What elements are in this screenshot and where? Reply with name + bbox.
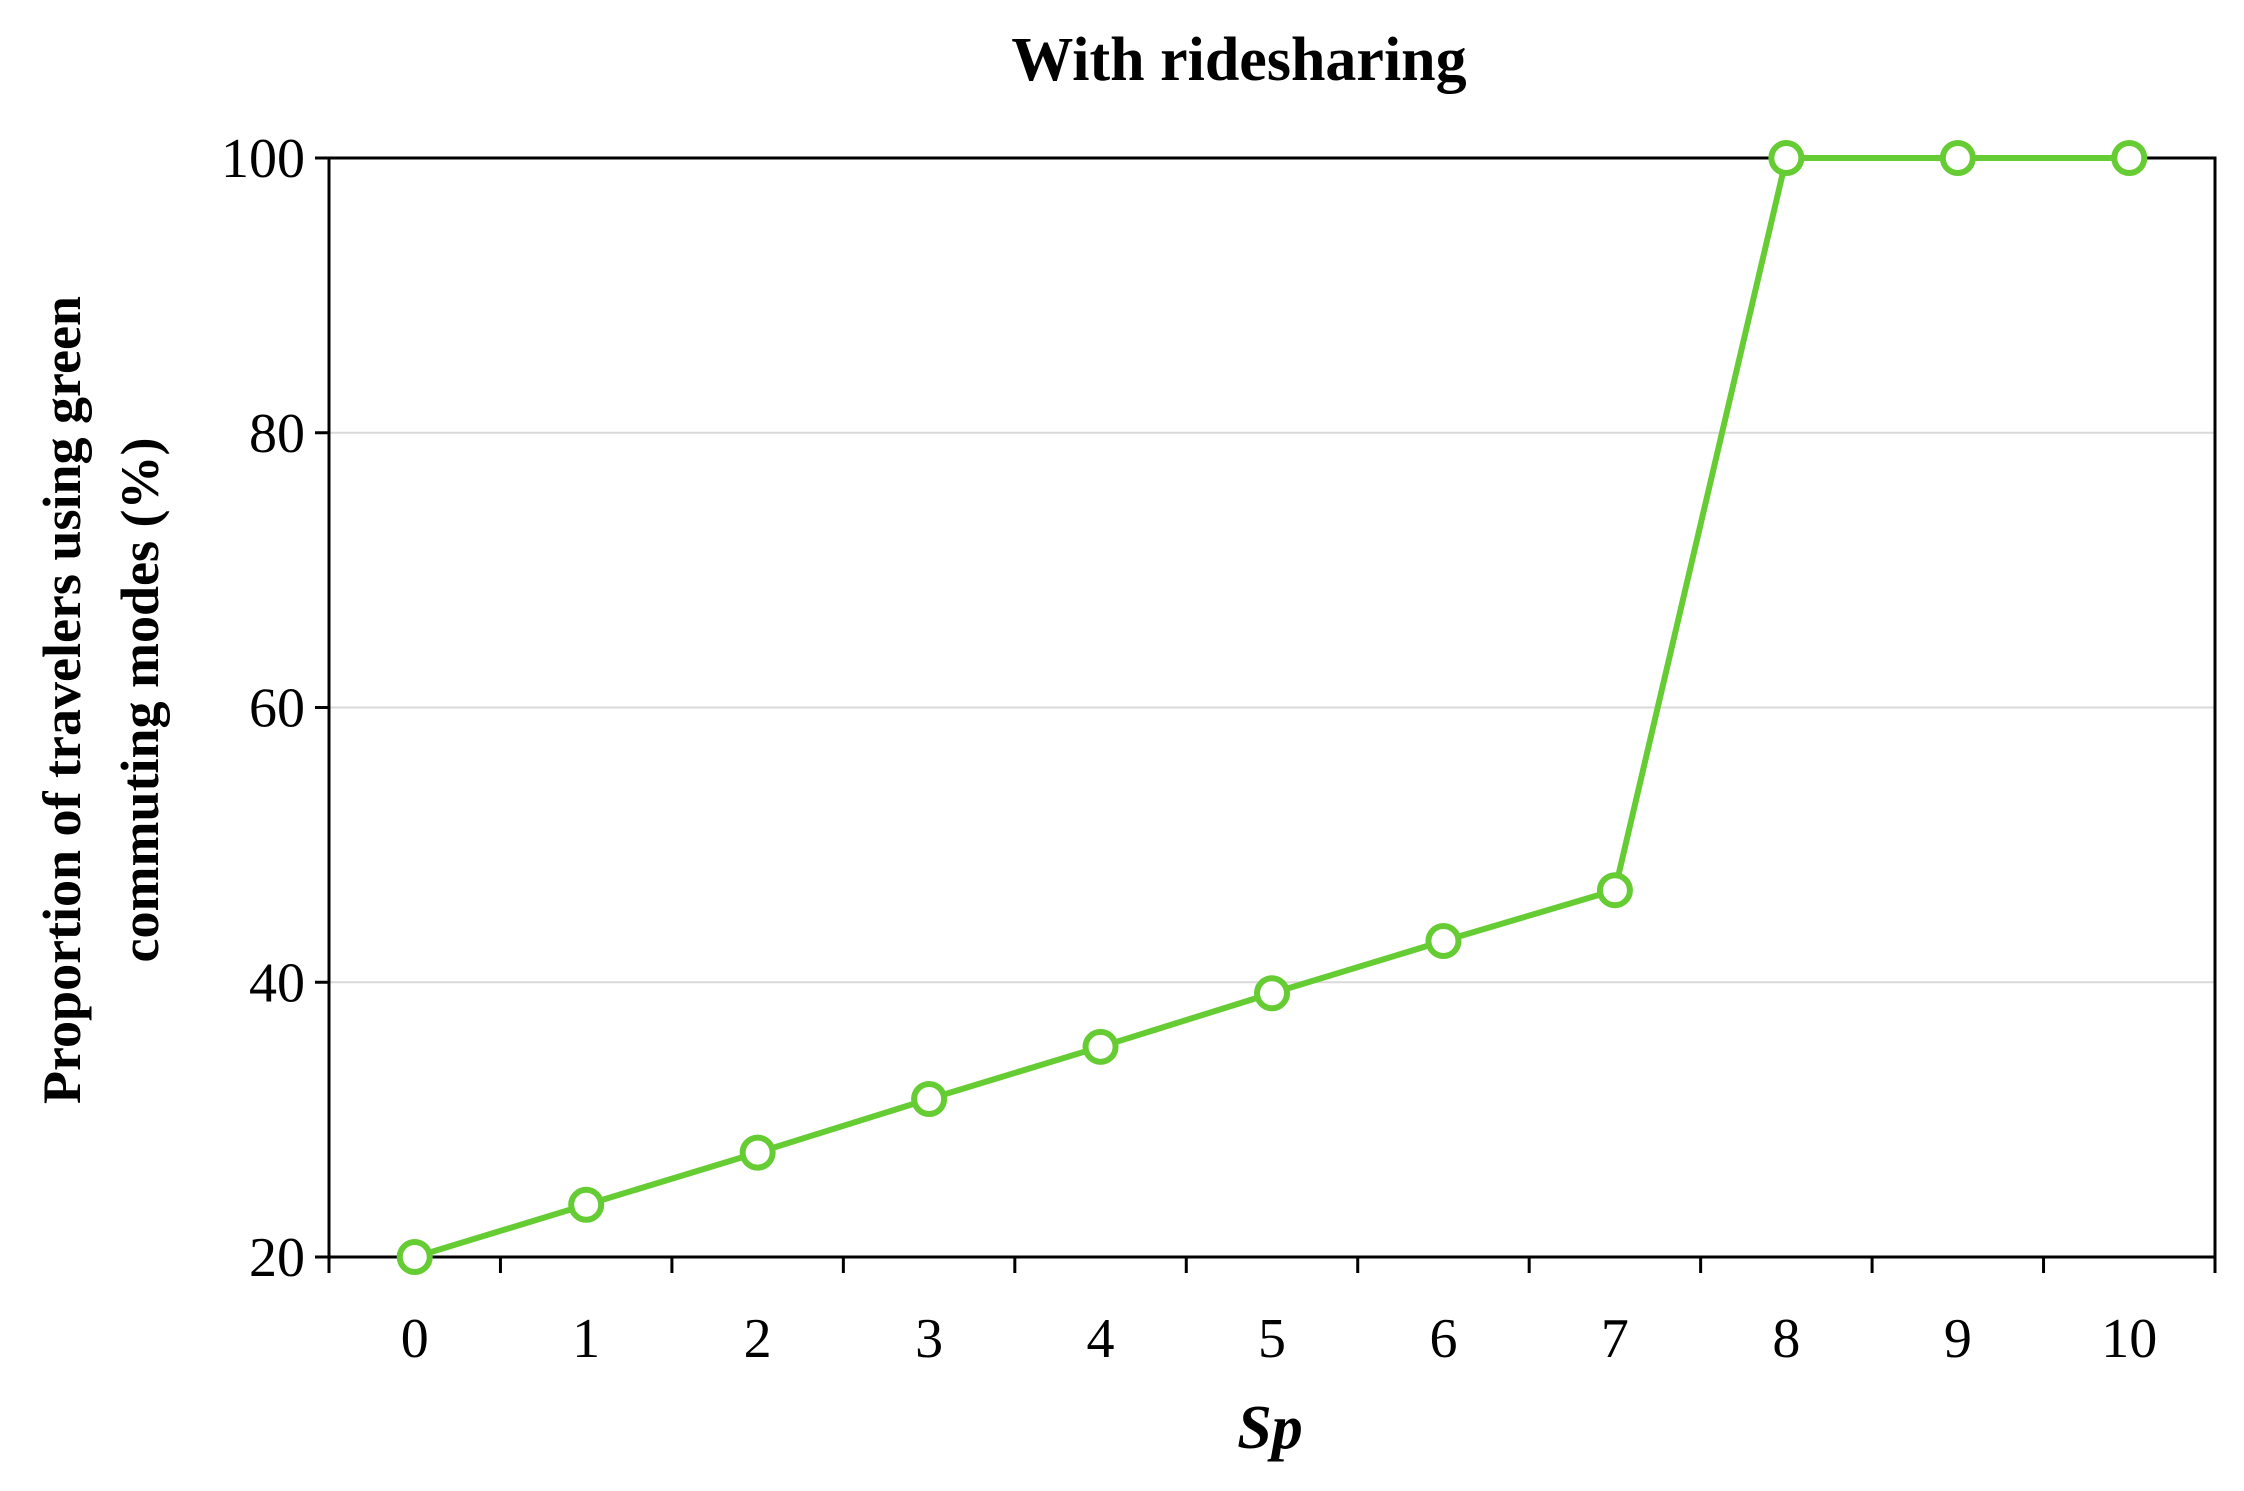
x-tick-label-5: 5 [1258,1308,1286,1370]
data-point-1 [568,1186,605,1223]
y-axis-label-line-1: Proportion of travelers using green [32,296,92,1104]
data-point-8 [1768,140,1805,176]
x-tick-label-1: 1 [572,1308,600,1370]
data-point-2 [739,1134,776,1171]
x-tick-label-3: 3 [915,1308,943,1370]
y-tick-label-20: 20 [249,1227,305,1289]
data-point-9 [1939,140,1976,176]
x-tick-label-9: 9 [1944,1308,1972,1370]
x-tick-label-6: 6 [1429,1308,1457,1370]
x-tick-label-7: 7 [1601,1308,1629,1370]
y-axis-label-line-2: commuting modes (%) [110,438,170,963]
series [396,140,2148,1275]
labels: With ridesharing Sp Proportion of travel… [32,26,1467,1462]
x-tick-label-8: 8 [1772,1308,1800,1370]
data-point-7 [1596,872,1633,909]
data-point-3 [911,1081,948,1118]
chart-title: With ridesharing [1011,26,1466,94]
data-point-4 [1082,1028,1119,1065]
data-point-6 [1425,923,1462,960]
x-tick-label-0: 0 [401,1308,429,1370]
axes: 20 40 60 80 100 0 1 2 3 4 5 6 7 8 9 10 [221,128,2217,1370]
y-tick-label-80: 80 [249,403,305,465]
x-tick-label-10: 10 [2101,1308,2157,1370]
y-tick-label-100: 100 [221,128,305,190]
x-tick-label-4: 4 [1087,1308,1115,1370]
data-point-0 [396,1239,433,1275]
y-tick-label-60: 60 [249,678,305,740]
data-point-10 [2111,140,2148,176]
y-tick-label-40: 40 [249,952,305,1014]
x-tick-label-2: 2 [744,1308,772,1370]
x-axis-label: Sp [1237,1394,1302,1462]
gridlines [329,157,2215,984]
data-point-5 [1254,975,1290,1012]
